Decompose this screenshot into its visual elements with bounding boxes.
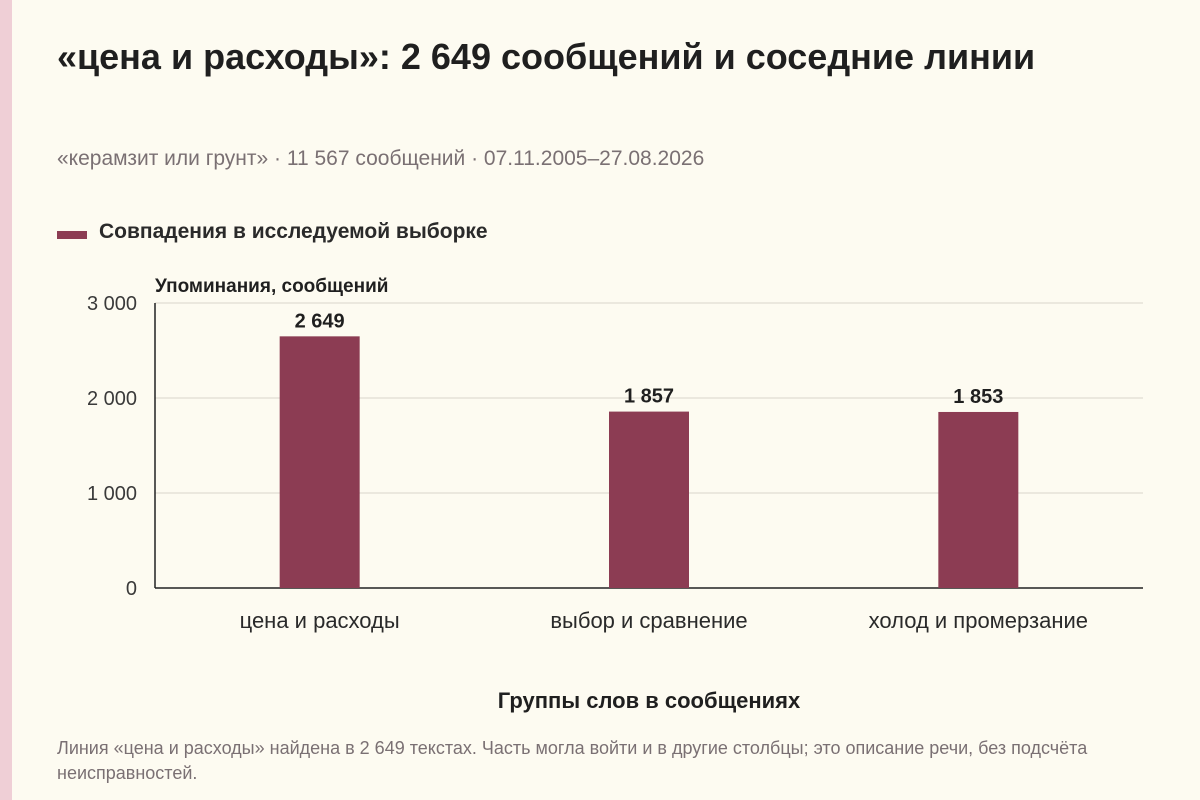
legend: Совпадения в исследуемой выборке xyxy=(57,220,488,244)
y-tick-label: 0 xyxy=(126,578,137,600)
x-axis-title: Группы слов в сообщениях xyxy=(498,688,801,713)
bar-value-label: 1 853 xyxy=(953,386,1003,408)
legend-swatch xyxy=(57,231,87,239)
x-tick-label: выбор и сравнение xyxy=(550,608,747,633)
bar xyxy=(609,411,689,588)
x-tick-label: цена и расходы xyxy=(240,608,400,633)
bar xyxy=(279,336,360,588)
chart-subtitle: «керамзит или грунт» · 11 567 сообщений … xyxy=(57,147,705,170)
legend-label: Совпадения в исследуемой выборке xyxy=(99,220,488,243)
bar-value-label: 2 649 xyxy=(295,310,345,332)
y-tick-label: 3 000 xyxy=(87,293,137,315)
bar-value-label: 1 857 xyxy=(624,386,674,408)
chart-footnote: Линия «цена и расходы» найдена в 2 649 т… xyxy=(57,738,1088,783)
y-axis-title: Упоминания, сообщений xyxy=(155,276,388,297)
bar xyxy=(938,411,1019,588)
x-tick-label: холод и промерзание xyxy=(869,608,1088,633)
accent-strip xyxy=(0,0,12,800)
y-tick-label: 2 000 xyxy=(87,388,137,410)
chart-title: «цена и расходы»: 2 649 сообщений и сосе… xyxy=(57,36,1036,77)
y-tick-label: 1 000 xyxy=(87,483,137,505)
